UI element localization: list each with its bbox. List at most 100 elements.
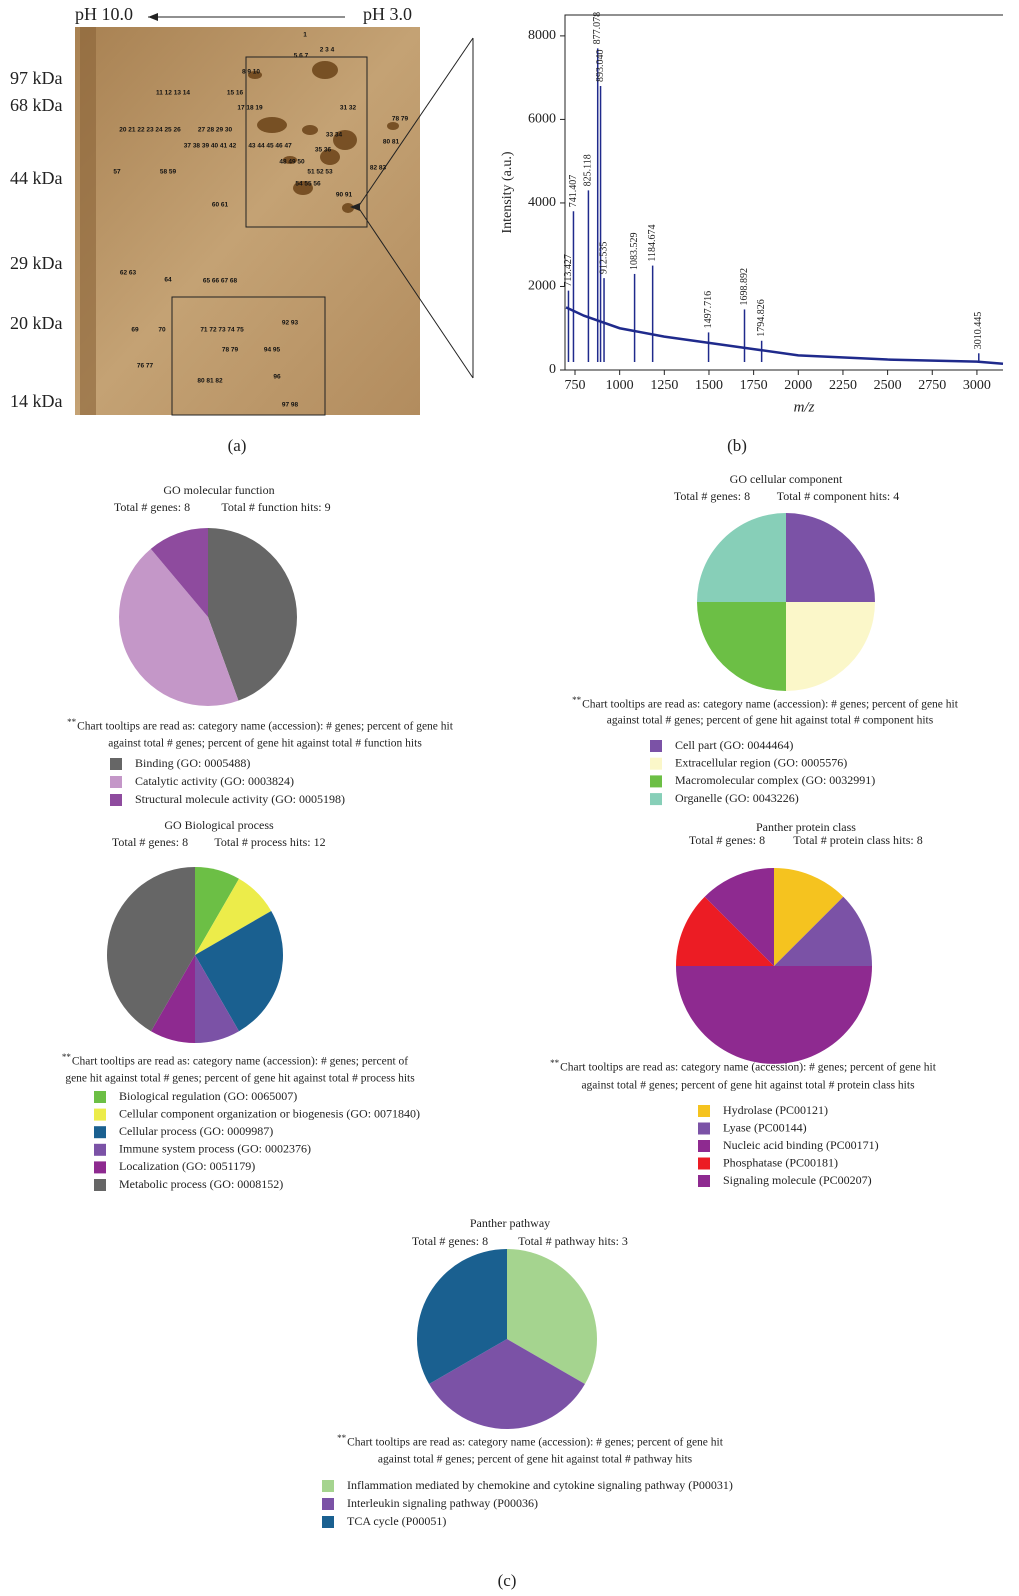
legend-label: Structural molecule activity (GO: 000519… (135, 792, 345, 806)
legend-label: Signaling molecule (PC00207) (723, 1173, 872, 1187)
legend-label: Hydrolase (PC00121) (723, 1103, 828, 1117)
spot-label: 37 38 39 40 41 42 (184, 143, 237, 150)
note: Chart tooltips are read as: category nam… (560, 1062, 937, 1074)
legend-swatch (94, 1108, 106, 1121)
pie-subtitle: Total # protein class hits: 8 (793, 833, 922, 847)
legend-swatch (110, 758, 122, 770)
y-tick-label: 0 (549, 362, 556, 377)
pie-subtitle: Total # component hits: 4 (777, 489, 899, 503)
x-tick-label: 1750 (740, 378, 768, 393)
spot-label: 43 44 45 46 47 (248, 143, 292, 150)
legend-swatch (698, 1157, 710, 1170)
pie-subtitle: Total # genes: 8 (112, 835, 188, 849)
note: Chart tooltips are read as: category nam… (77, 721, 454, 733)
pie-slice (774, 896, 872, 966)
pie-title: GO molecular function (163, 483, 274, 497)
y-tick-label: 6000 (528, 112, 556, 127)
spot-label: 80 81 (383, 139, 400, 146)
spot-label: 58 59 (160, 169, 177, 176)
pie-slice (417, 1249, 507, 1384)
ph-label: pH 10.0 (75, 4, 133, 24)
legend-swatch (698, 1175, 710, 1187)
pie-subtitle: Total # function hits: 9 (221, 500, 330, 514)
note: against total # genes; percent of gene h… (607, 715, 934, 727)
spot-label: 27 28 29 30 (198, 127, 233, 134)
panel-label: (c) (498, 1571, 517, 1590)
legend-label: Catalytic activity (GO: 0003824) (135, 774, 294, 788)
spot-label: 5 6 7 (294, 53, 309, 60)
spot-label: 78 79 (392, 116, 409, 123)
pie-subtitle: Total # genes: 8 (412, 1234, 488, 1248)
note: against total # genes; percent of gene h… (378, 1454, 693, 1466)
pie-subtitle: Total # pathway hits: 3 (518, 1234, 628, 1248)
pie-slice (118, 548, 239, 706)
pie-title: GO Biological process (164, 818, 274, 832)
peak-label: 741.407 (568, 175, 579, 208)
pie-title: Panther protein class (756, 820, 856, 834)
peak-label: 893.040 (595, 50, 606, 83)
mw-label: 14 kDa (10, 391, 63, 411)
mw-label: 68 kDa (10, 95, 63, 115)
gel-image (75, 13, 474, 416)
pie-slice (195, 878, 272, 955)
legend-swatch (94, 1161, 106, 1174)
y-tick-label: 8000 (528, 28, 556, 43)
pie-slice (107, 867, 195, 1032)
pie-slice (195, 867, 239, 955)
legend-swatch (650, 740, 662, 752)
spot-label: 11 12 13 14 (156, 90, 190, 97)
pie-slice (774, 868, 844, 966)
pie-subtitle: Total # genes: 8 (674, 489, 750, 503)
pie-slice (429, 1339, 585, 1429)
note: gene hit against total # genes; percent … (65, 1073, 415, 1085)
spot-label: 70 (158, 327, 166, 334)
legend-swatch (322, 1480, 334, 1492)
legend-swatch (322, 1498, 334, 1510)
spot-label: 62 63 (120, 270, 137, 277)
legend-swatch (650, 775, 662, 788)
spot-label: 92 93 (282, 320, 299, 327)
ph-label: pH 3.0 (363, 4, 412, 24)
pie-subtitle: Total # genes: 8 (114, 500, 190, 514)
x-tick-label: 2000 (784, 378, 812, 393)
spot-label: 65 66 67 68 (203, 278, 238, 285)
spot-label: 31 32 (340, 105, 357, 112)
spot-label: 60 61 (212, 202, 229, 209)
pie-slice (704, 868, 774, 966)
legend-label: Immune system process (GO: 0002376) (119, 1142, 311, 1156)
legend-label: Interleukin signaling pathway (P00036) (347, 1496, 538, 1510)
legend-swatch (698, 1105, 710, 1117)
spot-label: 71 72 73 74 75 (200, 327, 244, 334)
mw-label: 29 kDa (10, 253, 63, 273)
pie-slice (208, 528, 297, 701)
legend-swatch (650, 793, 662, 806)
legend-swatch (698, 1140, 710, 1152)
spot-label: 76 77 (137, 363, 154, 370)
legend-swatch (110, 776, 122, 788)
y-tick-label: 2000 (528, 279, 556, 294)
pie-slice (151, 955, 195, 1043)
spot-label: 17 18 19 (237, 105, 263, 112)
legend-label: Cellular process (GO: 0009987) (119, 1124, 273, 1138)
peak-label: 1698.892 (739, 268, 750, 306)
note-marker: ** (337, 1433, 347, 1443)
x-axis-label: m/z (794, 399, 815, 415)
pie-slice (676, 966, 872, 1064)
axes (564, 14, 1003, 371)
pie-title: GO cellular component (730, 472, 843, 486)
x-tick-label: 1250 (650, 378, 678, 393)
note: Chart tooltips are read as: category nam… (72, 1056, 408, 1068)
spot-label: 96 (273, 374, 281, 381)
spot-label: 90 91 (336, 192, 353, 199)
peak-label: 3010.445 (973, 312, 984, 350)
spot-label: 33 34 (326, 132, 343, 139)
legend-label: Macromolecular complex (GO: 0032991) (675, 773, 875, 787)
peak-label: 877.078 (592, 12, 603, 45)
spot-label: 97 98 (282, 402, 299, 409)
legend-swatch (322, 1516, 334, 1528)
note-marker: ** (572, 695, 582, 705)
legend-label: Localization (GO: 0051179) (119, 1159, 255, 1173)
pie-slice (697, 602, 786, 691)
legend-label: Cellular component organization or bioge… (119, 1106, 420, 1120)
x-tick-label: 3000 (963, 378, 991, 393)
